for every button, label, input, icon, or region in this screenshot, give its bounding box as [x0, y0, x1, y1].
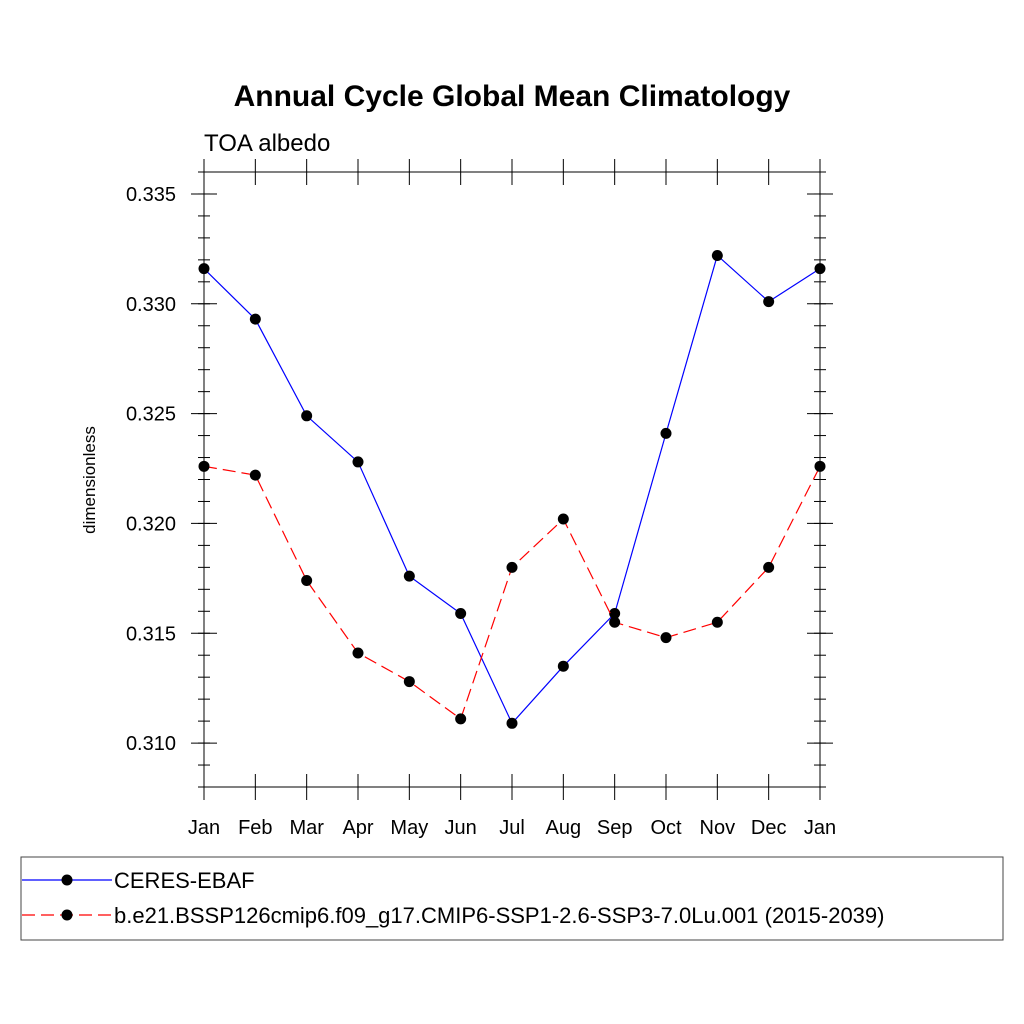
x-tick-label: Dec	[751, 817, 787, 839]
chart-subtitle: TOA albedo	[204, 130, 330, 157]
series-2-point	[711, 616, 723, 628]
legend: CERES-EBAF b.e21.BSSP126cmip6.f09_g17.CMI…	[22, 868, 884, 928]
series-1-point	[557, 660, 569, 672]
x-tick-label: Jul	[499, 817, 525, 839]
legend-box	[20, 856, 1004, 941]
series-1-point	[403, 570, 415, 582]
y-tick-labels: 0.310 0.315 0.320 0.325 0.330 0.335	[126, 184, 176, 755]
major-ticks	[191, 159, 833, 800]
series-line-2	[203, 465, 821, 720]
legend-marker-2	[61, 909, 73, 921]
series-2-point	[301, 575, 313, 587]
series-2-point	[814, 460, 826, 472]
y-tick-label: 0.320	[126, 513, 176, 535]
minor-ticks	[198, 171, 826, 788]
x-tick-label: Nov	[700, 817, 736, 839]
series-2-point	[249, 469, 261, 481]
series-1-point	[609, 607, 621, 619]
x-tick-label: Apr	[342, 817, 373, 839]
series-2-point	[198, 460, 210, 472]
series-2-point	[455, 713, 467, 725]
x-tick-label: Jan	[188, 817, 220, 839]
series-1-point	[506, 717, 518, 729]
x-tick-label: Feb	[238, 817, 272, 839]
legend-label-2: b.e21.BSSP126cmip6.f09_g17.CMIP6-SSP1-2.…	[114, 903, 884, 928]
series-2-point	[660, 632, 672, 644]
x-tick-label: May	[390, 817, 428, 839]
legend-label-1: CERES-EBAF	[114, 868, 255, 893]
series-1-point	[352, 456, 364, 468]
y-tick-label: 0.325	[126, 404, 176, 426]
x-tick-label: Aug	[546, 817, 582, 839]
series-1-point	[455, 607, 467, 619]
series-1-point	[711, 249, 723, 261]
x-tick-labels: Jan Feb Mar Apr May Jun Jul Aug Sep Oct Nov Dec Jan	[188, 817, 836, 839]
series-2-point	[557, 513, 569, 525]
series-layer	[198, 249, 826, 729]
x-tick-label: Sep	[597, 817, 633, 839]
y-tick-label: 0.315	[126, 623, 176, 645]
series-line-1	[203, 254, 821, 725]
series-2-point	[506, 561, 518, 573]
series-2-point	[609, 616, 621, 628]
x-tick-label: Mar	[289, 817, 324, 839]
x-tick-label: Jan	[804, 817, 836, 839]
series-2-point	[763, 561, 775, 573]
series-2-point	[352, 647, 364, 659]
x-tick-label: Oct	[650, 817, 682, 839]
series-1-point	[198, 263, 210, 275]
y-tick-label: 0.335	[126, 184, 176, 206]
x-tick-label: Jun	[445, 817, 477, 839]
series-1-point	[763, 296, 775, 308]
series-2-point	[403, 676, 415, 688]
plot-frame	[203, 171, 821, 788]
series-1-point	[249, 313, 261, 325]
legend-marker-1	[61, 874, 73, 886]
y-tick-label: 0.310	[126, 733, 176, 755]
y-tick-label: 0.330	[126, 294, 176, 316]
series-1-point	[814, 263, 826, 275]
series-1-point	[660, 427, 672, 439]
series-1-point	[301, 410, 313, 422]
y-axis-label: dimensionless	[80, 426, 99, 534]
chart-title: Annual Cycle Global Mean Climatology	[234, 80, 791, 113]
